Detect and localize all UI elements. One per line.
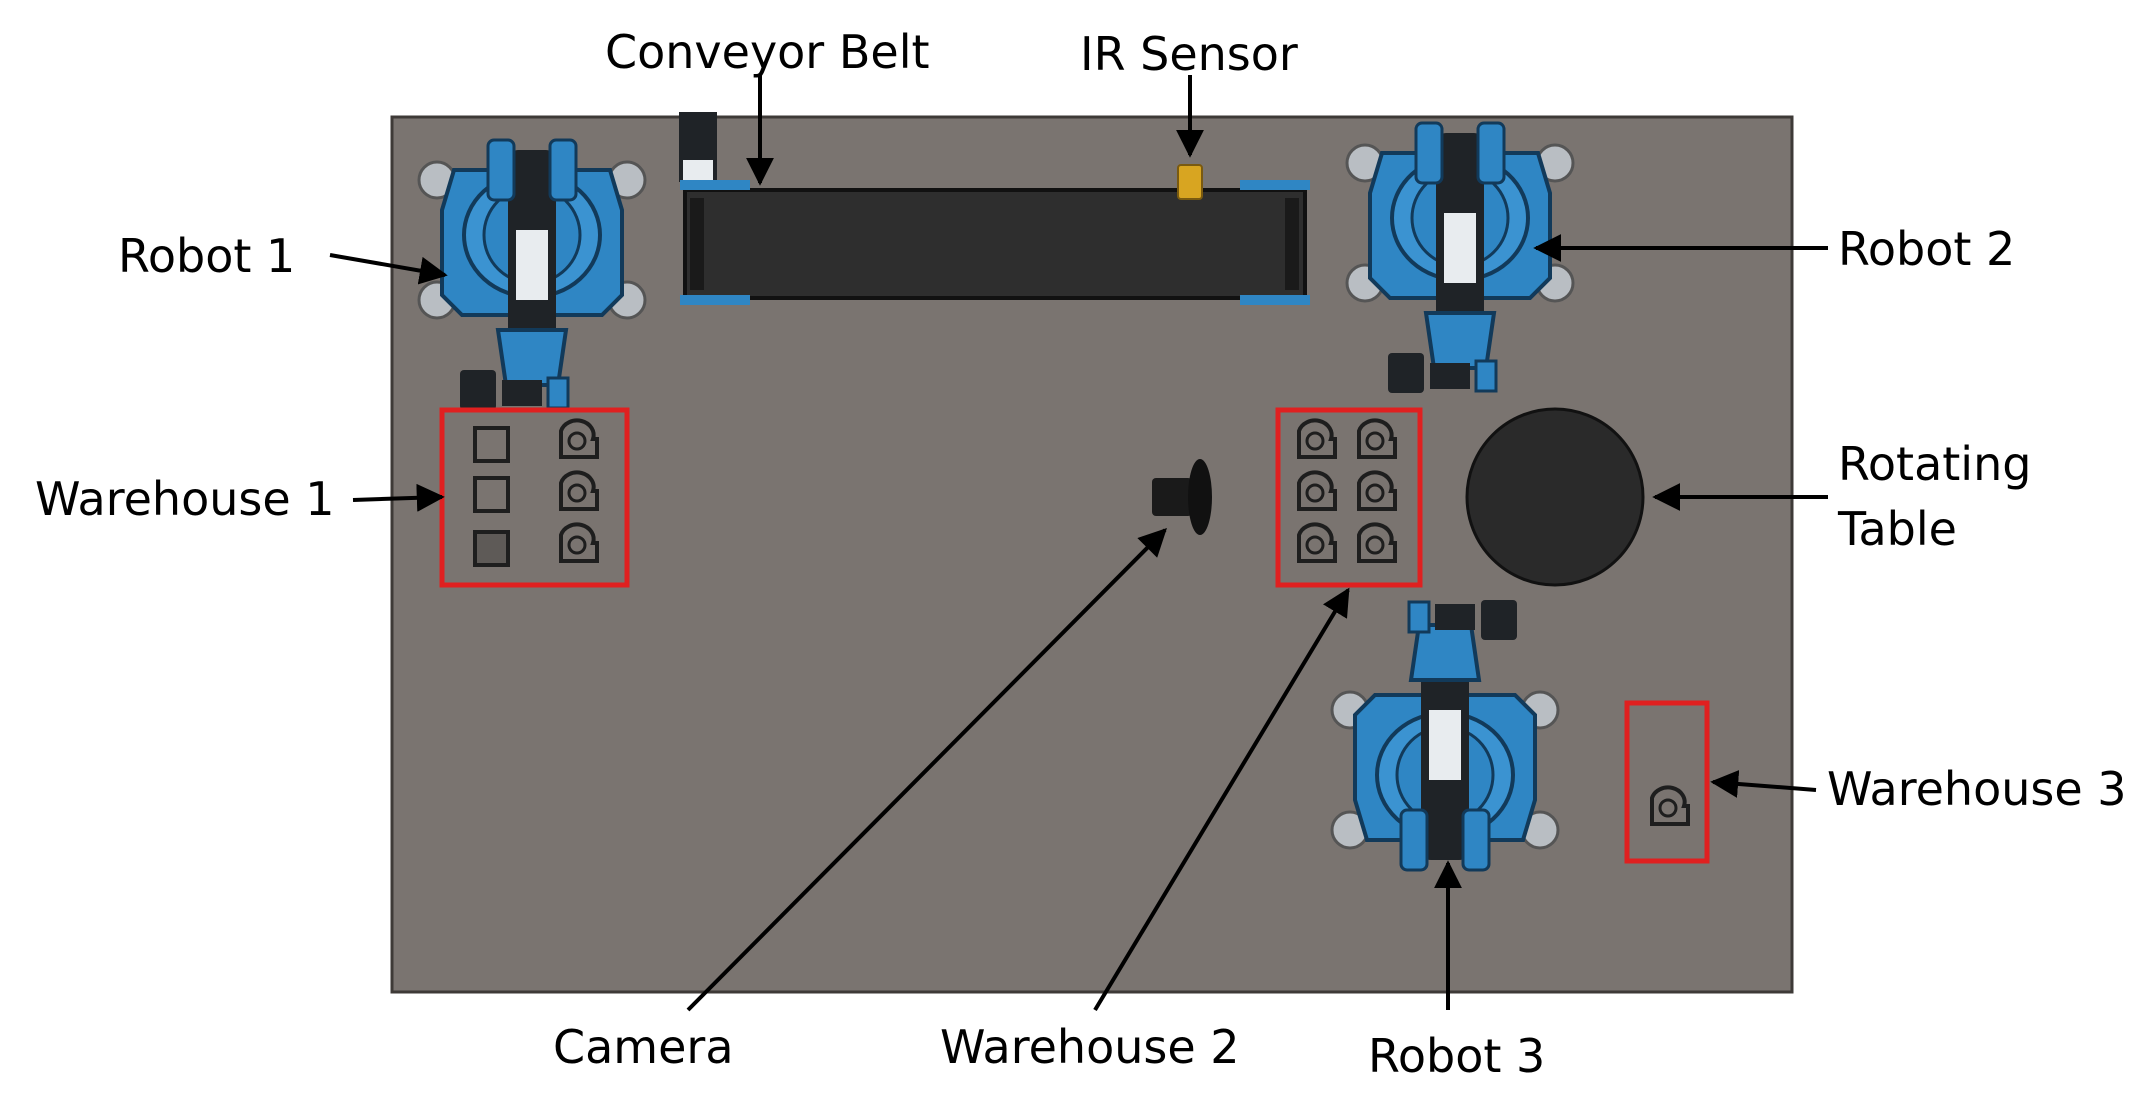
label-ir-sensor: IR Sensor <box>1080 27 1298 81</box>
label-warehouse-2: Warehouse 2 <box>940 1020 1240 1074</box>
label-conveyor-belt: Conveyor Belt <box>605 25 930 79</box>
warehouse-1-arrow <box>352 483 445 512</box>
warehouse-2-arrow <box>1093 587 1350 1012</box>
robot-1-arrow <box>329 253 448 285</box>
label-robot-3: Robot 3 <box>1368 1029 1545 1083</box>
rotating-table <box>1465 407 1645 587</box>
label-robot-1: Robot 1 <box>118 229 295 283</box>
label-warehouse-3: Warehouse 3 <box>1827 762 2127 816</box>
label-warehouse-1: Warehouse 1 <box>35 472 335 526</box>
ir-sensor <box>1177 164 1203 200</box>
label-robot-2: Robot 2 <box>1838 222 2015 276</box>
warehouse-2 <box>1275 407 1423 588</box>
camera <box>1152 459 1212 535</box>
warehouse-3 <box>1624 700 1710 864</box>
label-rotating-table-line1: Rotating <box>1838 437 2031 491</box>
camera-arrow <box>686 528 1167 1012</box>
label-camera: Camera <box>553 1020 734 1074</box>
label-rotating-table-line2: Table <box>1837 502 1957 556</box>
warehouse-3-arrow <box>1710 769 1817 798</box>
conveyor-belt <box>679 112 1310 305</box>
